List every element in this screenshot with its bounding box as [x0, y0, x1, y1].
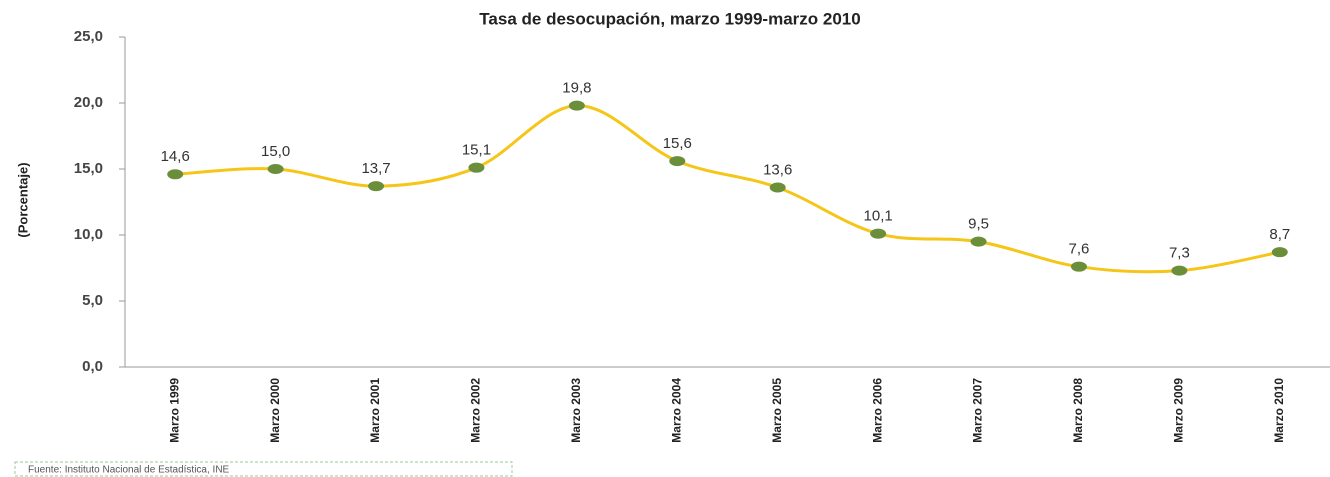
- data-label: 14,6: [161, 148, 190, 165]
- x-tick-label: Marzo 2003: [569, 378, 583, 443]
- marker: [1070, 261, 1087, 272]
- y-tick-label: 15,0: [74, 160, 103, 177]
- source-box: [14, 461, 513, 477]
- x-tick-label: Marzo 2000: [268, 378, 282, 443]
- marker: [267, 164, 284, 174]
- data-label: 9,5: [968, 216, 989, 233]
- y-tick-label: 25,0: [74, 28, 103, 45]
- marker: [167, 169, 184, 180]
- data-label: 19,8: [562, 80, 591, 97]
- y-axis-label: (Porcentaje): [15, 162, 30, 237]
- data-label: 7,3: [1169, 245, 1190, 262]
- marker: [1171, 265, 1188, 276]
- y-tick-label: 5,0: [82, 292, 103, 309]
- marker: [1271, 247, 1288, 258]
- data-label: 8,7: [1269, 226, 1290, 243]
- line: [175, 104, 1281, 274]
- y-tick-label: 0,0: [82, 358, 103, 375]
- data-label: 13,6: [763, 161, 792, 178]
- x-tick-label: Marzo 1999: [167, 378, 181, 443]
- data-label: 15,6: [663, 135, 692, 152]
- chart-title: Tasa de desocupación, marzo 1999-marzo 2…: [479, 9, 860, 28]
- marker: [870, 228, 887, 239]
- data-label: 13,7: [361, 160, 390, 177]
- x-tick-label: Marzo 2007: [971, 378, 985, 443]
- marker: [669, 156, 686, 167]
- y-tick-label: 20,0: [74, 94, 103, 111]
- x-tick-label: Marzo 2002: [469, 378, 483, 443]
- data-label: 15,1: [462, 142, 491, 159]
- x-tick-label: Marzo 2004: [669, 378, 683, 443]
- x-tick-label: Marzo 2006: [870, 378, 884, 443]
- marker: [368, 181, 385, 192]
- marker: [970, 236, 987, 247]
- data-label: 15,0: [261, 143, 290, 160]
- x-tick-label: Marzo 2001: [368, 378, 382, 443]
- x-tick-label: Marzo 2008: [1071, 378, 1085, 443]
- source-note: Fuente: Instituto Nacional de Estadístic…: [28, 465, 230, 476]
- x-tick-label: Marzo 2009: [1172, 378, 1186, 443]
- marker: [568, 100, 585, 111]
- x-tick-label: Marzo 2010: [1272, 378, 1286, 443]
- data-label: 10,1: [864, 208, 893, 225]
- x-tick-label: Marzo 2005: [770, 378, 784, 443]
- marker: [769, 182, 786, 193]
- marker: [468, 162, 485, 173]
- y-tick-label: 10,0: [74, 226, 103, 243]
- data-label: 7,6: [1069, 241, 1090, 258]
